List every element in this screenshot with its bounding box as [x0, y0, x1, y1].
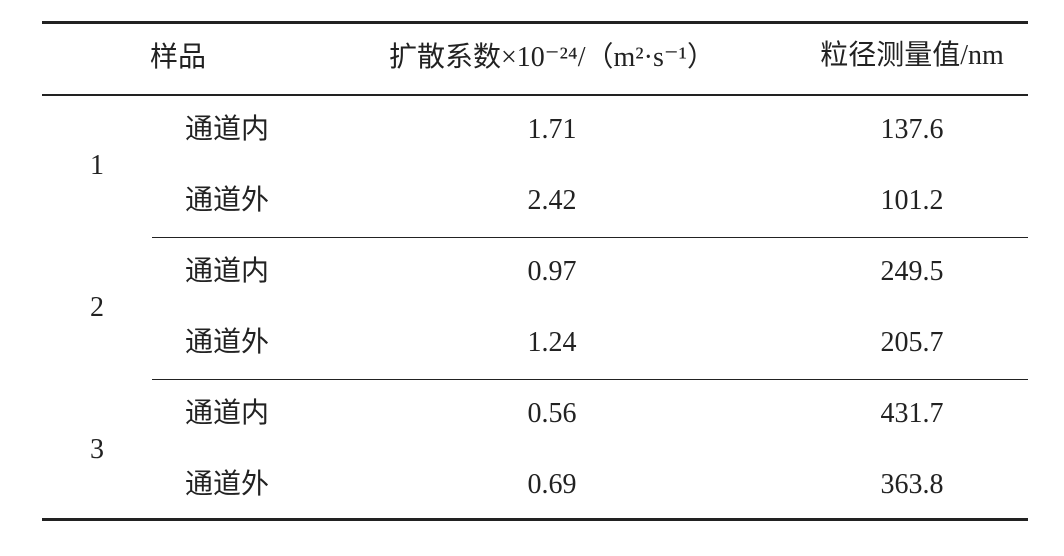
sample-cell: 3: [90, 433, 104, 465]
diffusion-cell: 1.24: [527, 327, 577, 358]
size-cell: 431.7: [880, 398, 944, 429]
header-cell: 粒径测量值/nm: [820, 40, 1004, 71]
diffusion-cell: 0.97: [527, 256, 577, 287]
channel-cell: 通道内: [185, 398, 270, 429]
channel-cell: 通道外: [185, 469, 270, 500]
top-rule: [42, 20, 1028, 24]
sample-cell: 2: [90, 291, 104, 323]
bottom-rule: [42, 517, 1028, 521]
channel-cell: 通道外: [185, 327, 270, 358]
sample-cell: 1: [90, 149, 104, 181]
size-cell: 137.6: [880, 114, 944, 145]
diffusion-cell: 2.42: [527, 185, 577, 216]
header-rule: [42, 94, 1028, 96]
group-rule: [152, 236, 1028, 239]
header-cell: 样品: [149, 42, 207, 73]
size-cell: 205.7: [880, 327, 944, 358]
diffusion-cell: 1.71: [527, 114, 577, 145]
channel-cell: 通道外: [185, 185, 270, 216]
channel-cell: 通道内: [185, 114, 270, 145]
group-rule: [152, 378, 1028, 381]
diffusion-cell: 0.69: [527, 469, 577, 500]
channel-cell: 通道内: [185, 256, 270, 287]
size-cell: 101.2: [880, 185, 944, 216]
diffusion-cell: 0.56: [527, 398, 577, 429]
header-cell: 扩散系数×10⁻²⁴/（m²·s⁻¹）: [388, 42, 716, 73]
size-cell: 249.5: [880, 256, 944, 287]
size-cell: 363.8: [880, 469, 944, 500]
